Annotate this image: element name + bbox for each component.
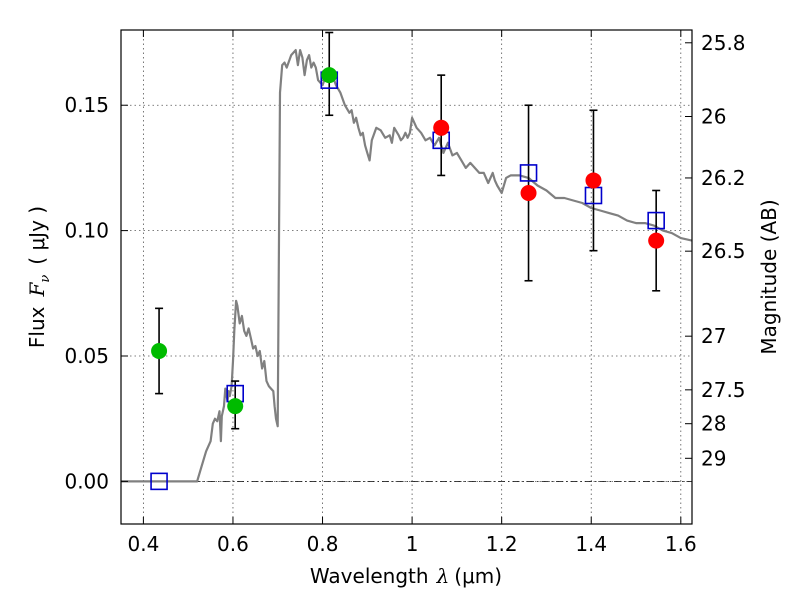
x-axis-label-unit: (μm) <box>454 564 502 588</box>
measurement-point <box>227 398 244 415</box>
measurement-point <box>648 232 665 249</box>
x-tick-label: 0.6 <box>217 532 249 556</box>
y2-tick-label: 26.5 <box>701 239 746 263</box>
y2-tick-label: 29 <box>701 446 726 470</box>
x-axis-label: Wavelength λ (μm) <box>310 564 502 588</box>
x-axis-label-text: Wavelength <box>310 564 429 588</box>
x-axis-label-symbol: λ <box>436 564 450 588</box>
y2-tick-label: 26 <box>701 105 726 129</box>
y-tick-label: 0.10 <box>64 219 109 243</box>
y-axis-label-unit: ( μJy ) <box>25 206 49 265</box>
y-tick-label: 0.05 <box>64 344 109 368</box>
measurement-point <box>433 119 450 136</box>
x-tick-label: 0.8 <box>307 532 339 556</box>
y2-tick-label: 26.2 <box>701 166 746 190</box>
axis-ticks: 0.4 0.6 0.8 1 1.2 1.4 1.6 0.00 0.05 0.10 0.15 25.8 2… <box>64 30 746 556</box>
data-layer <box>121 31 692 491</box>
measurement-point <box>321 67 338 84</box>
grid-lines <box>121 30 692 524</box>
y-axis-label-symbol-sub: ν <box>38 275 53 283</box>
y2-tick-label: 27 <box>701 324 726 348</box>
x-tick-label: 1 <box>406 532 419 556</box>
model-spectrum-line <box>121 48 692 483</box>
y2-axis-label: Magnitude (AB) <box>757 199 781 354</box>
y-axis-label: Flux Fν ( μJy ) <box>25 206 53 348</box>
measurement-point <box>520 184 537 201</box>
x-tick-label: 1.6 <box>665 532 697 556</box>
y-axis-label-text: Flux <box>25 306 49 348</box>
model-point-square <box>647 211 665 230</box>
plot-frame <box>120 29 693 525</box>
x-tick-label: 1.2 <box>486 532 518 556</box>
y-tick-label: 0.15 <box>64 93 109 117</box>
measurement-point <box>585 172 602 189</box>
y-tick-label: 0.00 <box>64 469 109 493</box>
model-point-square <box>150 472 168 491</box>
model-point-square <box>519 164 538 182</box>
measurement-point <box>151 342 168 359</box>
y2-tick-label: 28 <box>701 412 726 436</box>
y-axis-label-symbol: F <box>25 282 49 298</box>
x-tick-label: 0.4 <box>127 532 159 556</box>
x-tick-label: 1.4 <box>575 532 607 556</box>
model-spectrum-layer <box>121 48 692 483</box>
measurement-points-layer <box>151 67 665 415</box>
y2-tick-label: 27.5 <box>701 378 746 402</box>
y2-tick-label: 25.8 <box>701 31 746 55</box>
plot-area <box>121 30 692 524</box>
